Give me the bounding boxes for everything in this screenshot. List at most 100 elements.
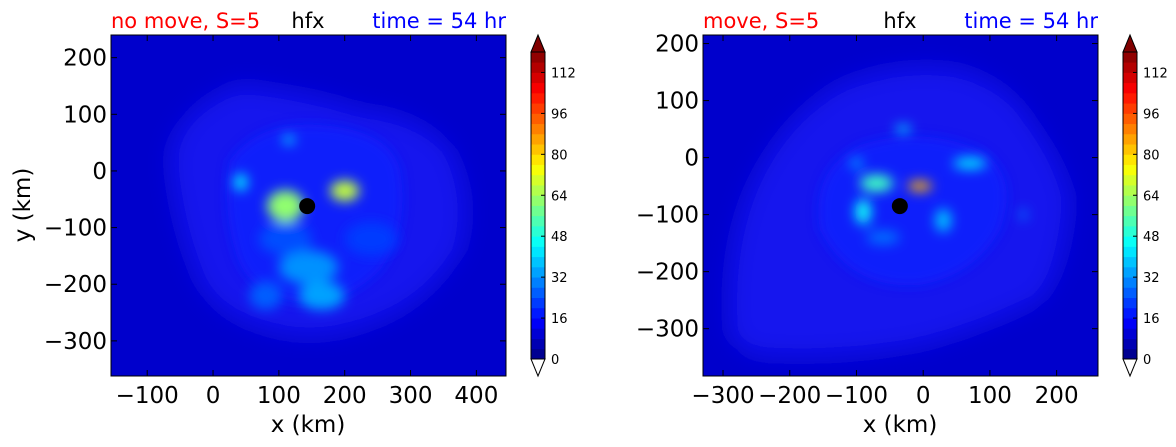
right-colorbar-level <box>1123 225 1137 237</box>
left-field-blob <box>344 221 398 256</box>
left-colorbar-level <box>531 277 545 288</box>
left-colorbar-level <box>531 133 545 145</box>
left-y-tick-label: 100 <box>63 102 107 128</box>
right-colorbar-level <box>1123 174 1137 186</box>
left-colorbar-level <box>531 328 545 339</box>
left-colorbar-level <box>531 123 545 135</box>
left-panel: no move, S=5 hfx time = 54 hr −100 0 100 20… <box>10 9 507 438</box>
right-field-blob <box>935 208 952 232</box>
left-colorbar-level <box>531 113 545 125</box>
left-colorbar-level <box>531 256 545 268</box>
left-colorbar-level <box>531 205 545 217</box>
right-x-tick-label: −100 <box>825 383 888 409</box>
left-x-tick-label: −100 <box>116 383 179 409</box>
right-storm-center-marker <box>891 198 908 215</box>
left-colorbar-over-arrow <box>530 33 546 53</box>
right-colorbar-level <box>1123 164 1137 176</box>
right-colorbar-tick-label: 32 <box>1143 271 1160 286</box>
right-colorbar-tick-label: 16 <box>1143 312 1160 327</box>
left-field-blob <box>298 281 345 310</box>
right-field-blob <box>859 174 894 192</box>
right-colorbar-level <box>1123 62 1137 73</box>
left-colorbar-level <box>531 318 545 329</box>
left-colorbar-level <box>531 195 545 206</box>
right-colorbar-tick-label: 96 <box>1143 107 1160 122</box>
right-colorbar-over-arrow <box>1122 33 1138 53</box>
right-colorbar-level <box>1123 328 1137 339</box>
right-colorbar-frame <box>1122 51 1138 360</box>
left-colorbar-tick-label: 16 <box>551 312 568 327</box>
right-colorbar-level <box>1123 246 1137 258</box>
left-colorbar-level <box>531 297 545 309</box>
right-colorbar-level <box>1123 195 1137 206</box>
right-colorbar-tick-label: 48 <box>1143 230 1160 245</box>
left-colorbar-tick-label: 0 <box>551 353 559 368</box>
right-title-variable: hfx <box>883 9 916 33</box>
right-colorbar-level <box>1123 82 1137 94</box>
right-axes-frame <box>702 34 1099 377</box>
left-title-run: no move, S=5 <box>111 9 260 33</box>
right-colorbar-level <box>1123 307 1137 319</box>
right-colorbar-tick-label: 80 <box>1143 148 1160 163</box>
left-colorbar-level <box>531 154 545 165</box>
right-x-tick-label: 0 <box>916 383 931 409</box>
right-colorbar-level <box>1123 318 1137 329</box>
right-field-blob <box>907 180 932 192</box>
right-colorbar-level <box>1123 338 1137 350</box>
left-y-tick-label: −200 <box>44 272 107 298</box>
right-colorbar-tick-label: 112 <box>1143 66 1168 81</box>
left-x-axis-label: x (km) <box>271 412 346 438</box>
left-colorbar-level <box>531 62 545 73</box>
right-colorbar-level <box>1123 215 1137 227</box>
left-colorbar-level <box>531 174 545 186</box>
right-y-tick-label: 100 <box>655 89 699 115</box>
left-field-blob <box>278 250 339 285</box>
left-x-tick-label: 400 <box>454 383 498 409</box>
left-title-time: time = 54 hr <box>372 9 506 33</box>
right-colorbar: 0 16 32 48 64 80 96 112 <box>1122 33 1168 378</box>
right-x-tick-label: −200 <box>758 383 821 409</box>
right-y-tick-label: −300 <box>636 317 699 343</box>
right-colorbar-level <box>1123 297 1137 309</box>
right-field-blob <box>895 125 912 134</box>
left-colorbar-level <box>531 236 545 247</box>
right-plot-area <box>703 35 1098 376</box>
right-y-tick-label: 200 <box>655 32 699 58</box>
left-field-blob <box>259 223 312 255</box>
left-x-tick-label: 100 <box>257 383 301 409</box>
right-y-tick-label: −200 <box>636 260 699 286</box>
left-field-features <box>234 135 398 310</box>
left-storm-center-marker <box>299 198 316 215</box>
right-x-axis-label: x (km) <box>863 412 938 438</box>
right-colorbar-level <box>1123 52 1137 63</box>
left-axis-ticks: −100 0 100 200 300 400 200 100 0 −100 −200 −300 <box>44 35 506 409</box>
left-y-tick-label: −100 <box>44 216 107 242</box>
left-x-tick-label: 300 <box>389 383 433 409</box>
left-colorbar-tick-label: 96 <box>551 107 568 122</box>
right-colorbar-level <box>1123 266 1137 278</box>
right-colorbar-level <box>1123 72 1137 84</box>
left-colorbar-tick-label: 64 <box>551 189 568 204</box>
right-colorbar-level <box>1123 277 1137 288</box>
left-x-tick-label: 0 <box>206 383 221 409</box>
left-colorbar-level <box>531 144 545 155</box>
left-field-blob <box>249 281 283 310</box>
right-colorbar-level <box>1123 348 1137 360</box>
right-colorbar-level <box>1123 103 1137 114</box>
right-x-tick-label: 100 <box>968 383 1012 409</box>
left-colorbar-level <box>531 246 545 258</box>
left-colorbar-level <box>531 164 545 176</box>
right-field-blob <box>866 230 900 245</box>
right-field-blob <box>1019 208 1027 221</box>
left-colorbar-level <box>531 103 545 114</box>
right-colorbar-level <box>1123 123 1137 135</box>
left-field-blob <box>330 180 360 201</box>
right-colorbar-level <box>1123 113 1137 125</box>
right-field-blob <box>855 199 872 225</box>
right-colorbar-level <box>1123 287 1137 298</box>
left-colorbar-level <box>531 185 545 196</box>
left-y-tick-label: −300 <box>44 329 107 355</box>
left-field-blob <box>282 135 295 144</box>
right-colorbar-level <box>1123 133 1137 145</box>
